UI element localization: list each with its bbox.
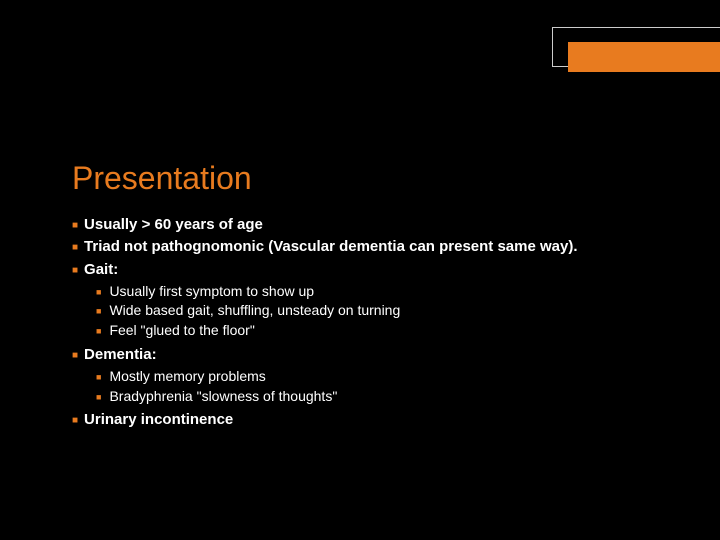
bullet-text: Usually first symptom to show up bbox=[109, 282, 314, 301]
square-bullet-icon: ■ bbox=[96, 371, 101, 383]
square-bullet-icon: ■ bbox=[96, 286, 101, 298]
square-bullet-icon: ■ bbox=[72, 414, 78, 427]
square-bullet-icon: ■ bbox=[96, 305, 101, 317]
bullet-level2: ■ Bradyphrenia "slowness of thoughts" bbox=[72, 387, 680, 406]
bullet-level2: ■ Wide based gait, shuffling, unsteady o… bbox=[72, 301, 680, 320]
bullet-text: Gait: bbox=[84, 260, 680, 280]
accent-bar bbox=[568, 42, 720, 72]
bullet-text: Bradyphrenia "slowness of thoughts" bbox=[109, 387, 337, 406]
bullet-level2: ■ Mostly memory problems bbox=[72, 367, 680, 386]
bullet-text: Wide based gait, shuffling, unsteady on … bbox=[109, 301, 400, 320]
bullet-level1: ■ Dementia: bbox=[72, 345, 680, 365]
bullet-level1: ■ Urinary incontinence bbox=[72, 410, 680, 430]
bullet-text: Feel "glued to the floor" bbox=[109, 321, 254, 340]
bullet-text: Mostly memory problems bbox=[109, 367, 265, 386]
bullet-text: Dementia: bbox=[84, 345, 680, 365]
square-bullet-icon: ■ bbox=[96, 325, 101, 337]
slide-content: Presentation ■ Usually > 60 years of age… bbox=[72, 160, 680, 432]
bullet-level1: ■ Triad not pathognomonic (Vascular deme… bbox=[72, 237, 680, 257]
bullet-level2: ■ Usually first symptom to show up bbox=[72, 282, 680, 301]
square-bullet-icon: ■ bbox=[72, 241, 78, 254]
bullet-level1: ■ Gait: bbox=[72, 260, 680, 280]
bullet-text: Urinary incontinence bbox=[84, 410, 680, 430]
slide-title: Presentation bbox=[72, 160, 680, 197]
square-bullet-icon: ■ bbox=[72, 349, 78, 362]
square-bullet-icon: ■ bbox=[72, 219, 78, 232]
square-bullet-icon: ■ bbox=[72, 264, 78, 277]
bullet-text: Usually > 60 years of age bbox=[84, 215, 680, 235]
square-bullet-icon: ■ bbox=[96, 391, 101, 403]
bullet-level2: ■ Feel "glued to the floor" bbox=[72, 321, 680, 340]
bullet-level1: ■ Usually > 60 years of age bbox=[72, 215, 680, 235]
bullet-text: Triad not pathognomonic (Vascular dement… bbox=[84, 237, 680, 257]
